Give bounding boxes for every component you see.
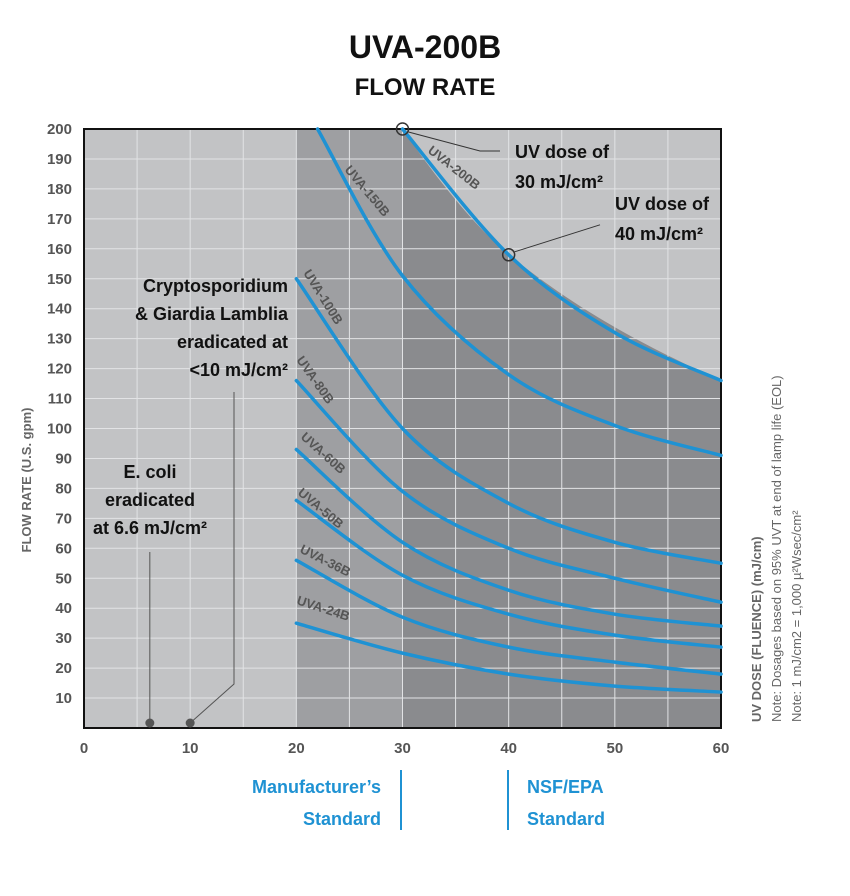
x-tick-label: 50 bbox=[606, 740, 623, 757]
series-line-uva-80b bbox=[294, 378, 723, 604]
y-tick-label: 160 bbox=[47, 241, 72, 258]
x-tick-label: 40 bbox=[500, 740, 517, 757]
dose-40-marker bbox=[501, 248, 516, 262]
manufacturer-standard-line1: Manufacturer’s bbox=[252, 777, 381, 797]
dose40-annotation-line2: 40 mJ/cm² bbox=[615, 224, 703, 244]
x-tick-label: 20 bbox=[288, 740, 305, 757]
dose-markers bbox=[145, 122, 601, 728]
ecoli-annotation-line1: E. coli bbox=[123, 462, 176, 482]
y-tick-label: 70 bbox=[55, 510, 72, 527]
y-tick-label: 200 bbox=[47, 121, 72, 138]
dose-30-marker bbox=[395, 122, 410, 136]
crypto-leader bbox=[189, 392, 235, 724]
crypto-annotation-line1: Cryptosporidium bbox=[143, 276, 288, 296]
y-tick-label: 80 bbox=[55, 480, 72, 497]
x-tick-label: 30 bbox=[394, 740, 411, 757]
grid-lines bbox=[83, 128, 722, 729]
y-tick-label: 40 bbox=[55, 600, 72, 617]
y-tick-label: 50 bbox=[55, 570, 72, 587]
side-note-2: Note: 1 mJ/cm2 = 1,000 µ²Wsec/cm² bbox=[789, 510, 804, 722]
y-tick-label: 30 bbox=[55, 630, 72, 647]
y-tick-label: 190 bbox=[47, 151, 72, 168]
nsf-standard-line1: NSF/EPA bbox=[527, 777, 604, 797]
series-line-uva-150b bbox=[315, 127, 723, 458]
x-tick-label: 60 bbox=[713, 740, 730, 757]
side-note-1: Note: Dosages based on 95% UVT at end of… bbox=[769, 375, 784, 722]
dose40-annotation-line1: UV dose of bbox=[615, 194, 710, 214]
y-tick-label: 60 bbox=[55, 540, 72, 557]
y-tick-label: 100 bbox=[47, 421, 72, 438]
ecoli-annotation-line3: at 6.6 mJ/cm² bbox=[93, 518, 207, 538]
y-tick-label: 120 bbox=[47, 361, 72, 378]
series-line-uva-200b bbox=[400, 127, 723, 383]
y-tick-label: 10 bbox=[55, 690, 72, 707]
x-tick-label: 10 bbox=[182, 740, 199, 757]
manufacturer-standard-line2: Standard bbox=[303, 809, 381, 829]
dose-30-leader bbox=[408, 131, 500, 152]
series-line-uva-36b bbox=[294, 558, 723, 676]
series-line-uva-60b bbox=[294, 447, 723, 628]
dose30-annotation-line2: 30 mJ/cm² bbox=[515, 172, 603, 192]
y-tick-label: 150 bbox=[47, 271, 72, 288]
series-line-uva-100b bbox=[294, 277, 723, 566]
x-axis-label: UV DOSE (FLUENCE) (mJ/cm) bbox=[749, 536, 764, 722]
chart-title: UVA-200B bbox=[349, 29, 501, 65]
series-line-uva-24b bbox=[294, 621, 723, 694]
y-tick-label: 170 bbox=[47, 211, 72, 228]
y-axis-label: FLOW RATE (U.S. gpm) bbox=[19, 408, 34, 553]
nsf-standard-line2: Standard bbox=[527, 809, 605, 829]
crypto-annotation-line2: & Giardia Lamblia bbox=[135, 304, 289, 324]
annotations: UV dose of 30 mJ/cm² UV dose of 40 mJ/cm² Cr… bbox=[93, 142, 710, 538]
crypto-annotation-line3: eradicated at bbox=[177, 332, 288, 352]
y-tick-label: 90 bbox=[55, 450, 72, 467]
x-tick-label: 0 bbox=[80, 740, 88, 757]
y-tick-label: 140 bbox=[47, 301, 72, 318]
crypto-annotation-line4: <10 mJ/cm² bbox=[189, 360, 288, 380]
y-tick-label: 180 bbox=[47, 181, 72, 198]
axis-ticks: 0 10 20 30 40 50 60 10 20 30 40 50 60 70 80 90 100 110 120… bbox=[47, 121, 729, 757]
series-line-uva-50b bbox=[294, 498, 723, 649]
y-tick-label: 20 bbox=[55, 660, 72, 677]
y-tick-label: 130 bbox=[47, 331, 72, 348]
dose30-annotation-line1: UV dose of bbox=[515, 142, 610, 162]
ecoli-annotation-line2: eradicated bbox=[105, 490, 195, 510]
dose-40-leader bbox=[514, 224, 601, 253]
y-tick-label: 110 bbox=[48, 391, 72, 408]
chart-subtitle: FLOW RATE bbox=[355, 74, 496, 101]
